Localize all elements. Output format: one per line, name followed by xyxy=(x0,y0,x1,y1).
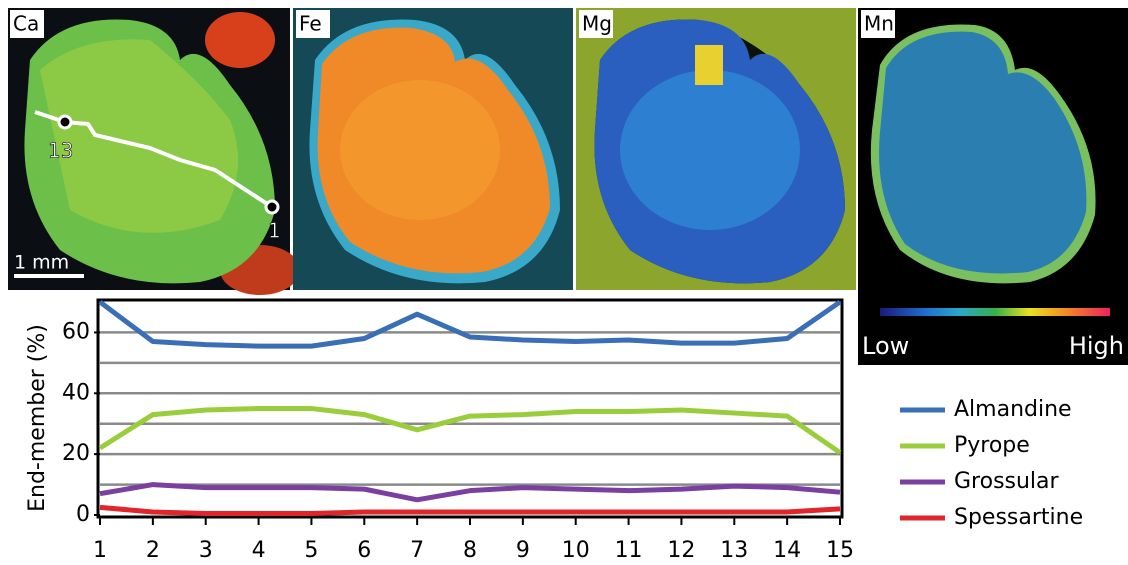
panel-label-box xyxy=(296,10,330,38)
legend-label: Grossular xyxy=(954,469,1060,494)
x-tick-label: 4 xyxy=(252,538,266,563)
x-tick-label: 7 xyxy=(410,538,424,563)
x-tick-label: 15 xyxy=(826,538,854,563)
x-tick-label: 3 xyxy=(199,538,213,563)
panel-label: Mg xyxy=(582,12,612,36)
y-tick-label: 60 xyxy=(62,319,90,344)
x-tick-label: 5 xyxy=(304,538,318,563)
colorbar xyxy=(880,308,1110,316)
scale-bar-label: 1 mm xyxy=(14,252,69,274)
x-tick-label: 12 xyxy=(667,538,695,563)
mg-map xyxy=(576,8,856,290)
series-line xyxy=(98,406,842,455)
x-tick-label: 6 xyxy=(357,538,371,563)
profile-label: 1 xyxy=(268,219,281,243)
x-tick-label: 8 xyxy=(463,538,477,563)
panel-label-box xyxy=(861,10,895,38)
profile-point xyxy=(264,199,280,215)
plot-frame xyxy=(96,298,844,519)
legend-label: Spessartine xyxy=(954,505,1083,530)
x-tick-label: 2 xyxy=(146,538,160,563)
legend-label: Pyrope xyxy=(954,433,1030,458)
panel-label: Mn xyxy=(864,12,894,36)
colorbar-low: Low xyxy=(862,332,909,360)
series-line xyxy=(99,482,841,503)
series-line xyxy=(99,504,841,516)
profile-point xyxy=(57,114,73,130)
fe-map xyxy=(293,8,573,290)
x-tick-label: 11 xyxy=(615,538,643,563)
panel-label: Fe xyxy=(299,12,322,36)
panel-label: Ca xyxy=(13,12,39,36)
x-tick-label: 10 xyxy=(562,538,590,563)
profile-label: 13 xyxy=(48,139,73,163)
y-tick-label: 0 xyxy=(76,502,90,527)
x-tick-label: 1 xyxy=(93,538,107,563)
y-tick-label: 40 xyxy=(62,380,90,405)
x-tick-label: 9 xyxy=(516,538,530,563)
legend-label: Almandine xyxy=(954,397,1072,422)
ca-map xyxy=(8,8,300,295)
mn-map xyxy=(858,8,1128,365)
panel-labels: Ca Fe Mg Mn xyxy=(10,10,895,38)
series-line xyxy=(98,299,842,349)
panel-label-box xyxy=(10,10,44,38)
colorbar-high: High xyxy=(1069,332,1124,360)
y-tick-label: 20 xyxy=(62,441,90,466)
panel-label-box xyxy=(579,10,613,38)
x-tick-label: 14 xyxy=(773,538,801,563)
inclusion xyxy=(695,45,723,85)
y-axis-label: End-member (%) xyxy=(25,324,50,512)
x-tick-label: 13 xyxy=(720,538,748,563)
